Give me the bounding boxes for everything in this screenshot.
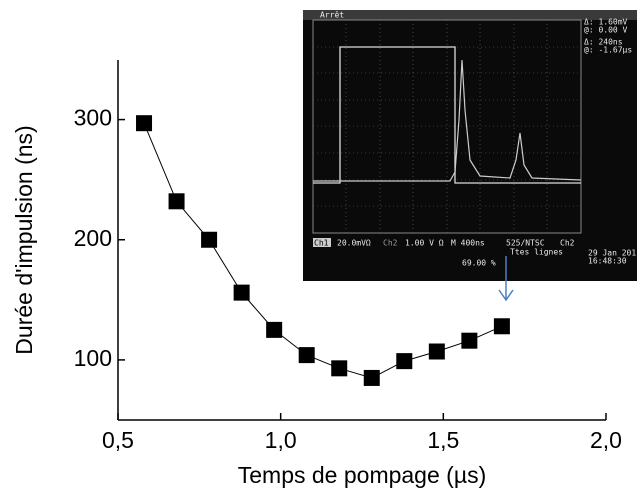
marker bbox=[201, 231, 218, 248]
marker bbox=[363, 369, 380, 386]
inset-lines: Ttes lignes bbox=[510, 248, 563, 257]
inset-cursor: Δ: 1.60mV bbox=[584, 18, 628, 27]
inset-cursor: @: 0.00 V bbox=[584, 26, 628, 35]
marker bbox=[428, 343, 445, 360]
inset-ch2: Ch2 bbox=[383, 239, 398, 248]
inset-trace-signal bbox=[313, 59, 582, 182]
x-axis-title: Temps de pompage (µs) bbox=[238, 462, 486, 488]
marker bbox=[461, 332, 478, 349]
inset-date: 29 Jan 201 bbox=[588, 249, 636, 258]
inset-percent: 69.00 % bbox=[462, 259, 496, 268]
x-tick-label: 2,0 bbox=[590, 427, 622, 453]
inset-trigger-ch: Ch2 bbox=[560, 239, 575, 248]
inset-ch2-scale: 1.00 V Ω bbox=[405, 239, 444, 248]
oscilloscope-inset: Arrêt Ch1 20.0mVΩ Ch2 1.00 V Ω M 400ns 5… bbox=[303, 10, 637, 281]
inset-timebase: M 400ns bbox=[451, 239, 485, 248]
inset-top-bar bbox=[303, 10, 637, 20]
x-tick-label: 1,5 bbox=[427, 427, 459, 453]
marker bbox=[331, 360, 348, 377]
inset-ch1-badge bbox=[313, 238, 331, 247]
inset-ch1: Ch1 bbox=[314, 239, 329, 248]
inset-ch1-scale: 20.0mVΩ bbox=[337, 239, 371, 248]
inset-time: 16:48:30 bbox=[588, 257, 627, 266]
y-axis-title: Durée d'impulsion (ns) bbox=[11, 125, 37, 354]
inset-cursor: Δ: 240ns bbox=[584, 38, 623, 47]
marker bbox=[493, 318, 510, 335]
y-tick-label: 100 bbox=[74, 345, 112, 371]
marker bbox=[266, 321, 283, 338]
marker bbox=[298, 347, 315, 364]
marker bbox=[396, 353, 413, 370]
x-tick-label: 0,5 bbox=[102, 427, 134, 453]
y-tick-label: 300 bbox=[74, 105, 112, 131]
inset-mode: 525/NTSC bbox=[506, 239, 545, 248]
x-tick-label: 1,0 bbox=[265, 427, 297, 453]
marker bbox=[233, 284, 250, 301]
arrow bbox=[498, 256, 514, 302]
y-tick-label: 200 bbox=[74, 225, 112, 251]
marker bbox=[136, 115, 153, 132]
inset-status: Arrêt bbox=[320, 10, 344, 20]
inset-cursor: @: -1.67µs bbox=[584, 46, 632, 55]
marker bbox=[168, 193, 185, 210]
inset-trace-pulse bbox=[313, 46, 581, 184]
